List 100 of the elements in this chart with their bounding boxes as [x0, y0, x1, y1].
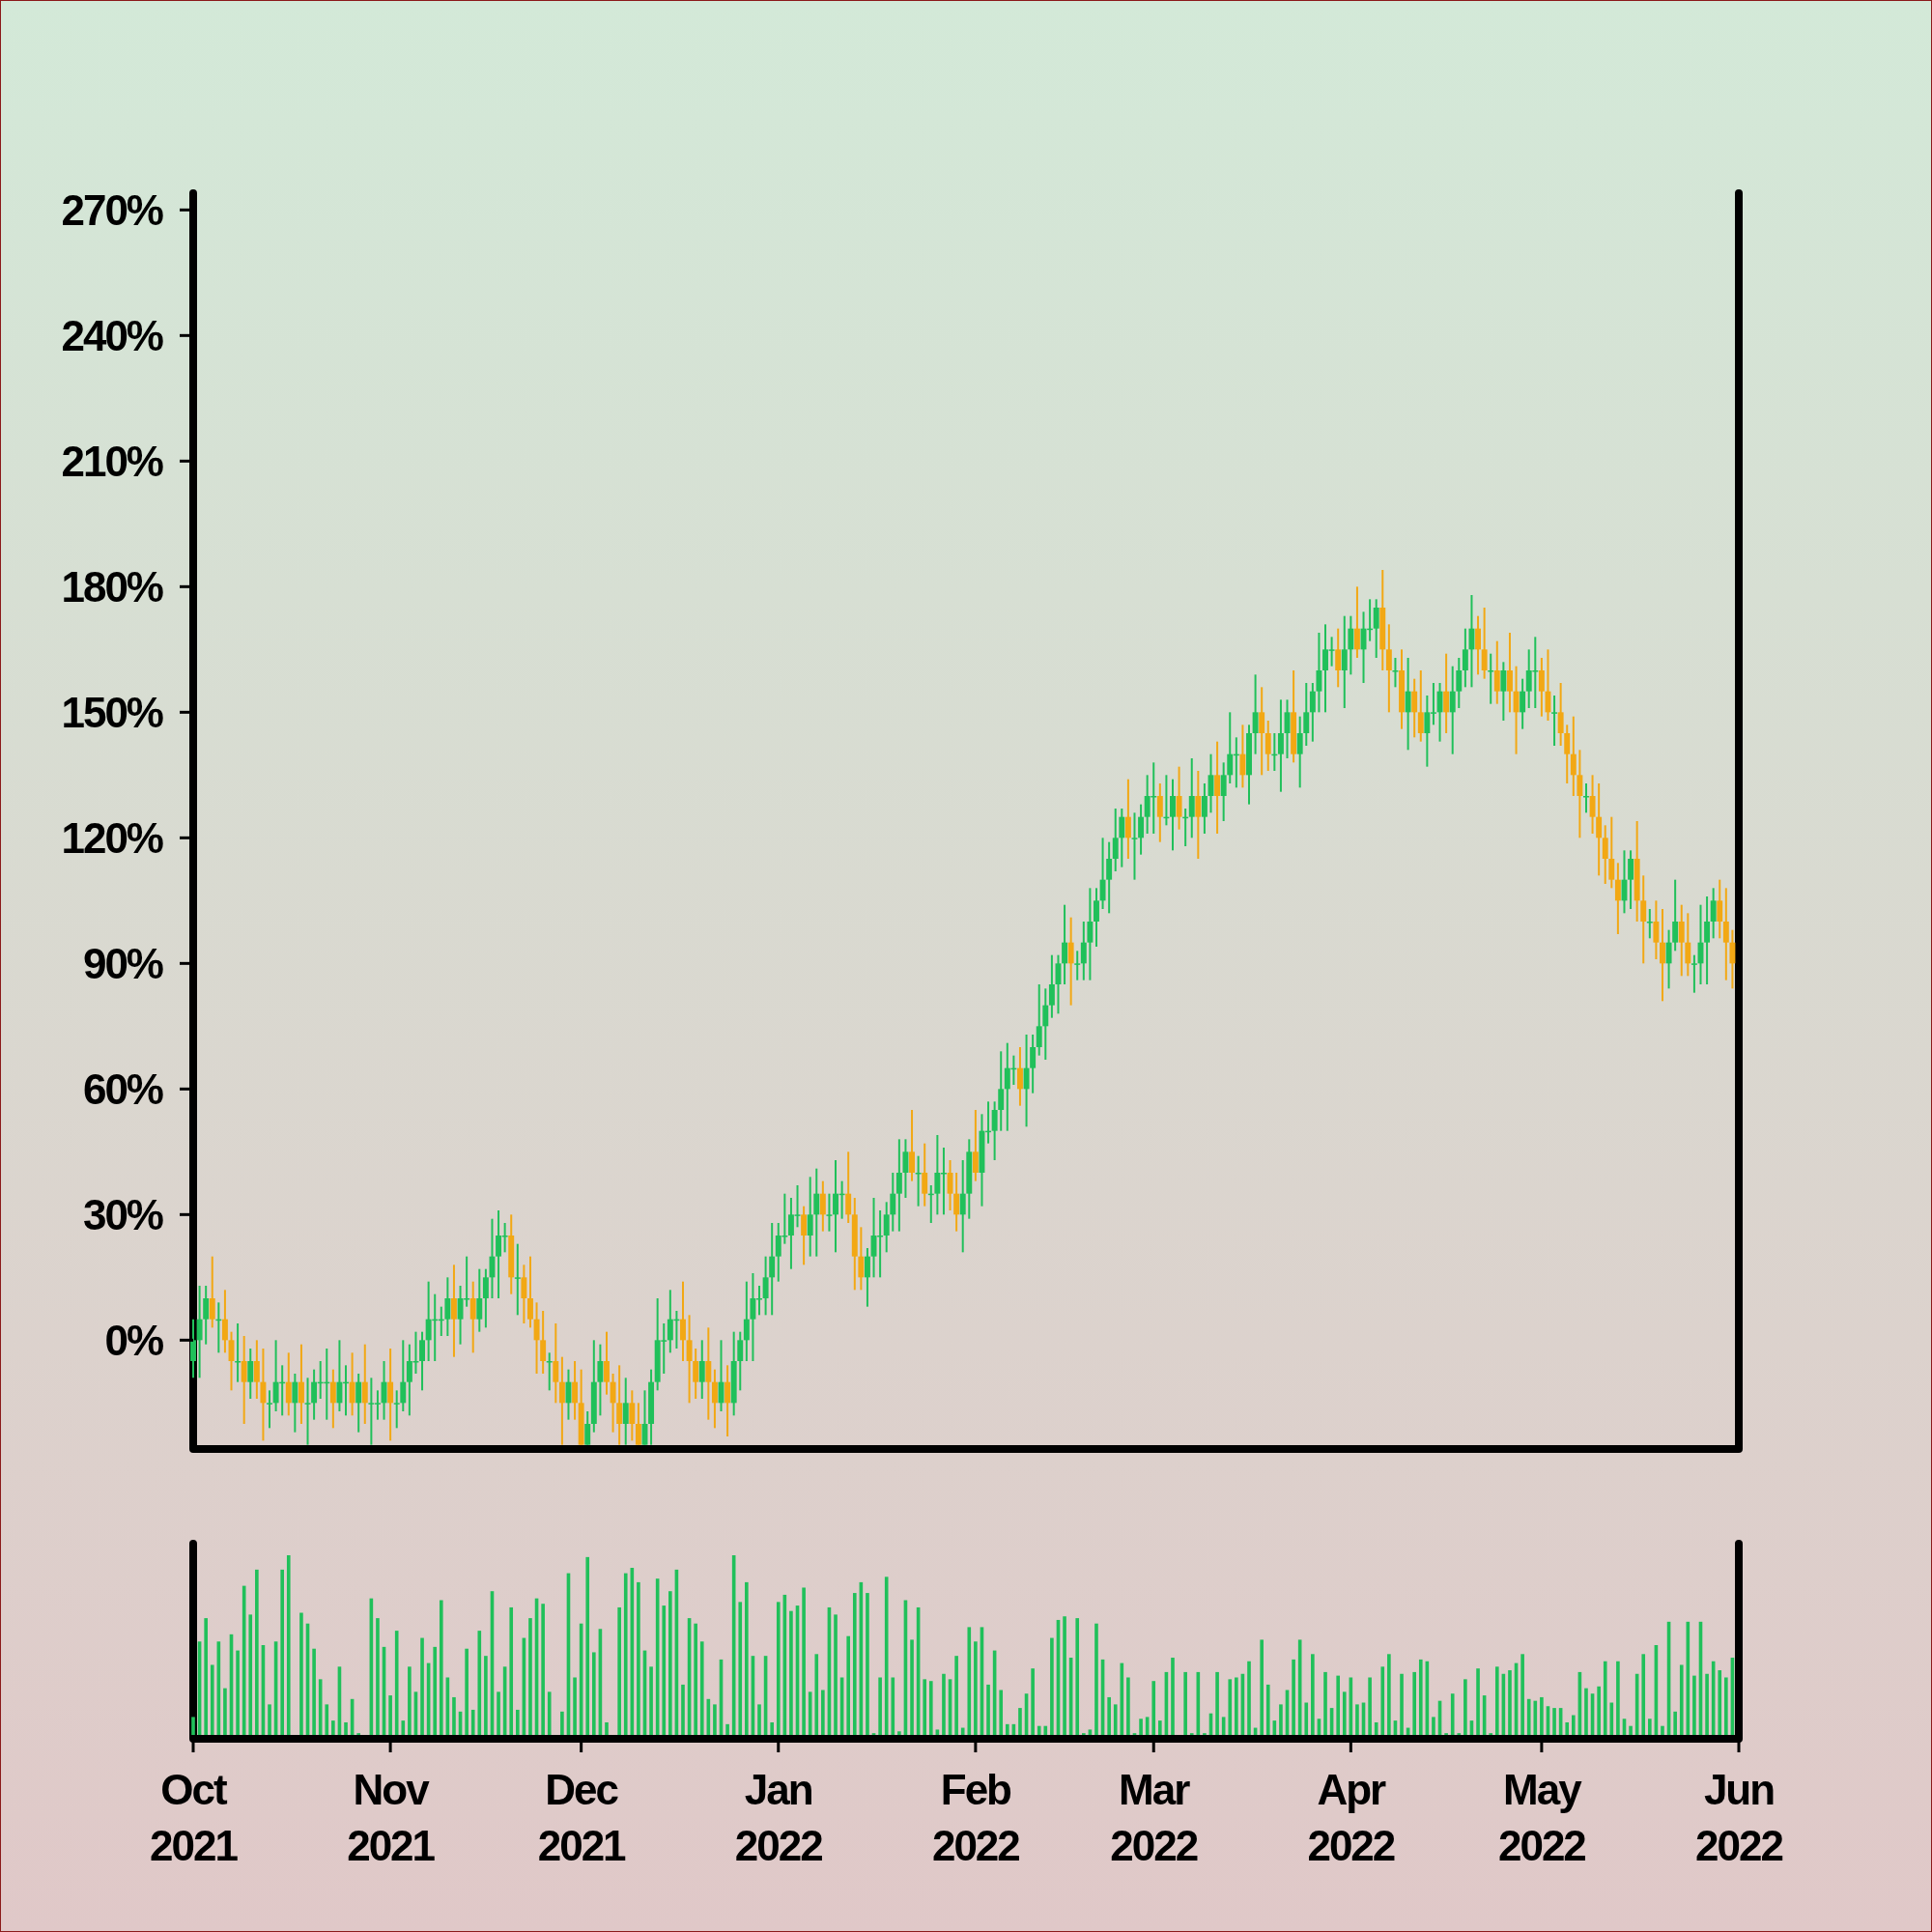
candlestick — [705, 1326, 712, 1421]
bar — [999, 1690, 1004, 1735]
bar — [623, 1573, 628, 1735]
candlestick — [1252, 673, 1259, 755]
bar — [694, 1623, 697, 1735]
candlestick — [1074, 950, 1081, 981]
candlestick — [1119, 808, 1125, 868]
candlestick — [813, 1167, 820, 1258]
candlestick — [1335, 627, 1342, 689]
candlestick — [1602, 824, 1608, 885]
bar — [210, 1664, 214, 1735]
candlestick — [680, 1280, 686, 1362]
candlestick — [393, 1389, 400, 1430]
x-tick-label: Mar 2022 — [1110, 1766, 1198, 1869]
candlestick — [883, 1201, 890, 1254]
candlestick — [1678, 903, 1685, 978]
candlestick — [972, 1109, 979, 1182]
candlestick — [1614, 862, 1621, 935]
candlestick — [235, 1322, 242, 1383]
candlestick — [1170, 778, 1176, 852]
candlestick — [292, 1373, 298, 1434]
bar — [960, 1727, 965, 1735]
candlestick — [1493, 639, 1500, 705]
candlestick — [1722, 887, 1729, 981]
candlestick — [196, 1285, 203, 1379]
bar — [986, 1684, 990, 1735]
candlestick — [845, 1151, 852, 1224]
candlestick — [610, 1373, 616, 1434]
candlestick — [400, 1339, 407, 1412]
y-tick-label: 150% — [61, 688, 163, 736]
x-tick-label: Nov 2021 — [347, 1766, 436, 1869]
bar — [935, 1729, 940, 1735]
x-tick-label: May 2022 — [1497, 1766, 1586, 1869]
bar — [745, 1581, 749, 1735]
candlestick — [514, 1242, 521, 1317]
bar — [1247, 1661, 1251, 1735]
candlestick — [1353, 585, 1360, 659]
bar — [1692, 1675, 1696, 1735]
candlestick — [1653, 899, 1660, 960]
bar — [662, 1605, 667, 1735]
candlestick — [1710, 887, 1717, 940]
bar — [1679, 1664, 1684, 1735]
bar — [1584, 1688, 1588, 1735]
candlestick — [355, 1373, 362, 1434]
bar — [617, 1606, 621, 1735]
candlestick — [1456, 657, 1463, 709]
candlestick — [1138, 803, 1145, 856]
candlestick — [737, 1330, 744, 1392]
candlestick — [1488, 652, 1494, 705]
candlestick — [629, 1389, 636, 1442]
candlestick — [622, 1377, 629, 1446]
bar — [649, 1666, 653, 1735]
y-tick-label: 0% — [104, 1316, 163, 1364]
bar — [394, 1631, 399, 1735]
candlestick — [209, 1255, 215, 1329]
bar — [388, 1695, 392, 1735]
candlestick — [1500, 661, 1507, 722]
bar — [1400, 1673, 1404, 1735]
candlestick — [540, 1310, 547, 1375]
y-tick-label: 270% — [61, 185, 163, 234]
candlestick — [419, 1330, 425, 1392]
bar — [1113, 1704, 1118, 1735]
candlestick — [1481, 607, 1488, 680]
candlestick — [1094, 887, 1099, 948]
y-tick-label: 240% — [61, 311, 163, 359]
bar — [1718, 1670, 1722, 1735]
bar — [408, 1666, 412, 1735]
bar — [420, 1637, 424, 1735]
bar — [942, 1673, 946, 1735]
candlestick — [1296, 715, 1303, 789]
y-tick-label: 30% — [82, 1190, 163, 1238]
candlestick — [769, 1222, 776, 1317]
candlestick — [1195, 770, 1202, 860]
candlestick — [1596, 782, 1603, 877]
bar — [1641, 1654, 1646, 1735]
bar — [452, 1696, 456, 1735]
bar — [897, 1731, 901, 1735]
bar — [1336, 1675, 1340, 1735]
bar — [821, 1690, 825, 1735]
candlestick — [1646, 908, 1653, 940]
bar — [1228, 1679, 1233, 1735]
bar — [573, 1677, 577, 1735]
candlestick — [476, 1267, 483, 1333]
bar — [814, 1654, 819, 1735]
candlestick — [1201, 782, 1208, 835]
bar — [1450, 1693, 1455, 1735]
candlestick — [1520, 677, 1526, 730]
bar — [884, 1577, 889, 1735]
bar — [1533, 1700, 1538, 1735]
bar — [484, 1656, 488, 1735]
bar — [1616, 1661, 1620, 1735]
bar — [1304, 1702, 1309, 1735]
candlestick — [361, 1343, 368, 1425]
candlestick — [1259, 686, 1265, 777]
candlestick — [1023, 1034, 1030, 1128]
bar — [1005, 1723, 1009, 1735]
bar — [470, 1709, 475, 1735]
bar — [1463, 1679, 1467, 1735]
bar — [802, 1587, 806, 1735]
bar — [547, 1691, 552, 1735]
